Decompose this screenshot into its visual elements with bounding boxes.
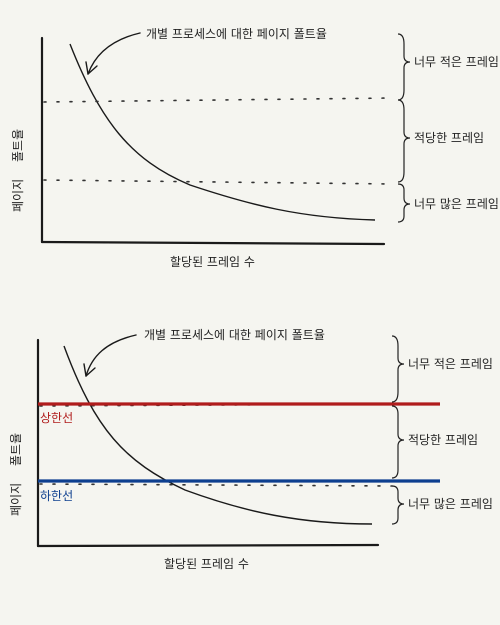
arrow-head xyxy=(83,363,96,377)
lower-dotted-line xyxy=(39,483,393,487)
curve-annotation: 개별 프로세스에 대한 페이지 폴트율 xyxy=(146,27,327,41)
zone-appropriate-frames: 적당한 프레임 xyxy=(408,433,478,447)
page-fault-curve xyxy=(63,345,373,525)
zone-appropriate-frames: 적당한 프레임 xyxy=(414,131,484,145)
y-label-fault-rate: 폴트율 xyxy=(11,129,25,162)
annotation-arrow xyxy=(87,32,141,75)
x-axis xyxy=(36,543,380,548)
diagram-without-thresholds: 개별 프로세스에 대한 페이지 폴트율 페이지 폴트율 할당된 프레임 수 너무… xyxy=(11,27,499,269)
lower-dotted-line xyxy=(43,179,393,185)
annotation-arrow xyxy=(85,334,137,377)
curve-annotation: 개별 프로세스에 대한 페이지 폴트율 xyxy=(144,328,325,342)
y-label-page: 페이지 xyxy=(11,179,25,212)
page-fault-curve xyxy=(69,43,376,221)
zone-too-few-frames: 너무 적은 프레임 xyxy=(408,357,493,371)
x-axis-label: 할당된 프레임 수 xyxy=(164,557,249,571)
brace-too-few xyxy=(397,33,411,101)
brace-too-many xyxy=(391,485,405,525)
upper-threshold-label: 상한선 xyxy=(40,411,73,425)
brace-appropriate xyxy=(397,99,411,183)
y-label-page: 페이지 xyxy=(9,483,23,516)
lower-threshold-label: 하한선 xyxy=(40,489,73,503)
diagram-with-thresholds: 상한선 하한선 개별 프로세스에 대한 페이지 폴트율 페이지 폴트율 할당된 … xyxy=(9,328,493,571)
zone-too-few-frames: 너무 적은 프레임 xyxy=(414,55,499,69)
zone-too-many-frames: 너무 많은 프레임 xyxy=(414,197,499,211)
x-axis xyxy=(40,240,386,246)
y-label-fault-rate: 폴트율 xyxy=(9,433,23,466)
zone-too-many-frames: 너무 많은 프레임 xyxy=(408,497,493,511)
x-axis-label: 할당된 프레임 수 xyxy=(170,255,255,269)
brace-appropriate xyxy=(391,405,405,479)
brace-too-few xyxy=(391,335,405,403)
arrow-head xyxy=(85,61,98,75)
brace-too-many xyxy=(397,183,411,223)
